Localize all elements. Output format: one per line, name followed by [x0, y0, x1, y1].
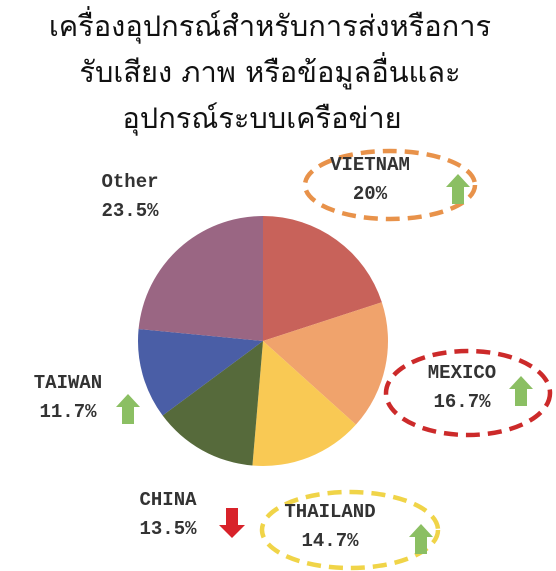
pie-slice	[263, 302, 388, 425]
pie-slice	[162, 341, 263, 466]
category-label: THAILAND	[284, 501, 375, 523]
highlight-ring	[259, 489, 441, 571]
value-label: 23.5%	[101, 200, 159, 222]
trend-arrow	[446, 174, 470, 204]
value-label: 16.7%	[433, 391, 491, 413]
trend-arrow	[116, 394, 140, 424]
category-label: Other	[101, 171, 158, 193]
pie-slice	[263, 216, 382, 341]
trend-arrow	[509, 376, 533, 406]
highlight-ring	[383, 348, 553, 438]
value-label: 13.5%	[139, 518, 197, 540]
chart-title: รับเสียง ภาพ หรือข้อมูลอื่นและ	[79, 52, 460, 90]
value-label: 11.7%	[39, 401, 97, 423]
category-label: MEXICO	[428, 362, 496, 384]
trend-arrow	[219, 508, 245, 538]
value-label: 14.7%	[301, 530, 359, 552]
chart-title: อุปกรณ์ระบบเครือข่าย	[122, 101, 401, 136]
category-label: VIETNAM	[330, 154, 410, 176]
trend-arrow	[409, 524, 433, 554]
value-label: 20%	[353, 183, 388, 205]
highlight-ring	[302, 148, 478, 222]
category-label: CHINA	[139, 489, 197, 511]
pie-slice	[252, 341, 356, 466]
pie-slice	[138, 329, 263, 416]
category-label: TAIWAN	[34, 372, 102, 394]
chart-title: เครื่องอุปกรณ์สำหรับการส่งหรือการ	[49, 6, 491, 44]
pie-slice	[138, 216, 263, 341]
